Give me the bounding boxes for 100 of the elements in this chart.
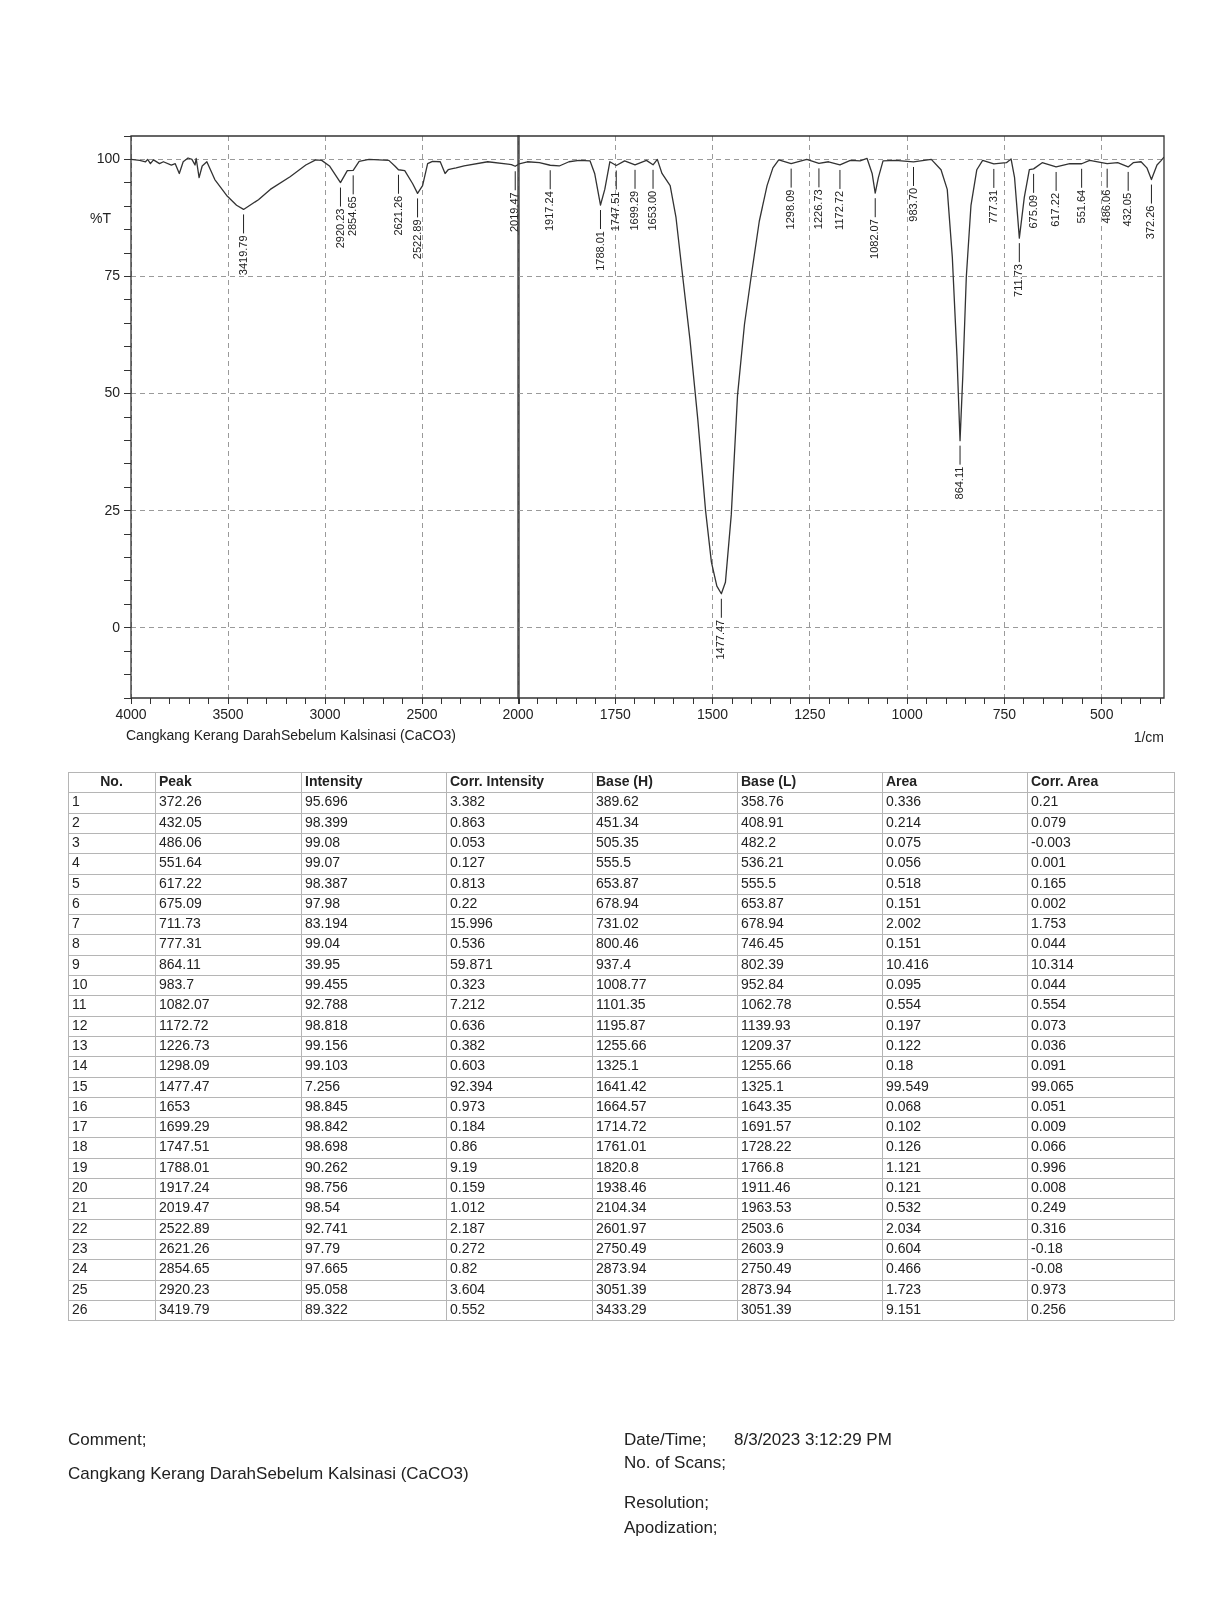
y-tick-label: 25 <box>104 501 121 518</box>
y-tick-label: 22 <box>72 1219 88 1236</box>
data-label: 7.212 <box>450 996 486 1013</box>
annotation: 372.26 <box>1144 205 1157 240</box>
data-label: 2603.9 <box>741 1239 785 1256</box>
data-label: 1209.37 <box>741 1036 792 1053</box>
data-label: 2854.65 <box>159 1260 210 1277</box>
data-label: 92.788 <box>305 996 349 1013</box>
data-label: 0.127 <box>450 854 486 871</box>
data-label: 1.012 <box>450 1199 486 1216</box>
data-label: 678.94 <box>741 915 785 932</box>
data-label: 0.636 <box>450 1016 486 1033</box>
data-label: 2601.97 <box>596 1219 647 1236</box>
data-label: 0.22 <box>450 894 478 911</box>
data-label: 98.845 <box>305 1097 349 1114</box>
annotation: 2854.65 <box>346 196 359 237</box>
data-label: 1325.1 <box>596 1057 640 1074</box>
data-label: 2503.6 <box>741 1219 785 1236</box>
data-label: 0.008 <box>1031 1179 1067 1196</box>
data-label: 1255.66 <box>741 1057 792 1074</box>
data-label: 864.11 <box>159 955 201 972</box>
data-label: 99.07 <box>305 854 341 871</box>
data-label: 451.34 <box>596 813 640 830</box>
annotation: 983.70 <box>906 187 919 222</box>
data-label: 0.197 <box>886 1016 922 1033</box>
x-tick-label: 2500 <box>406 706 438 723</box>
data-label: 98.818 <box>305 1016 349 1033</box>
data-label: 0.323 <box>450 976 486 993</box>
data-label: 0.554 <box>1031 996 1067 1013</box>
y-tick-label: 25 <box>72 1280 88 1297</box>
annotation: 1788.01 <box>593 231 606 271</box>
data-label: 15.996 <box>450 915 494 932</box>
y-tick-label: 7 <box>72 915 80 932</box>
text: Cangkang Kerang DarahSebelum Kalsinasi (CaCO3) <box>68 1464 469 1484</box>
data-label: 0.053 <box>450 833 486 850</box>
y-tick-label: 17 <box>72 1118 88 1135</box>
annotation: 2019.47 <box>508 192 521 233</box>
data-label: 99.103 <box>305 1057 349 1074</box>
data-label: 0.066 <box>1031 1138 1067 1155</box>
data-label: 98.399 <box>305 813 349 830</box>
data-label: 1.723 <box>886 1280 922 1297</box>
data-label: 59.871 <box>450 955 494 972</box>
data-label: 97.98 <box>305 894 341 911</box>
data-label: 983.7 <box>159 976 195 993</box>
y-tick-label: 20 <box>72 1179 88 1196</box>
data-label: 536.21 <box>741 854 785 871</box>
data-label: 95.058 <box>305 1280 349 1297</box>
annotation: 777.31 <box>986 189 999 224</box>
data-label: 1139.93 <box>741 1016 791 1033</box>
x-tick-label: 500 <box>1090 706 1114 723</box>
data-label: 0.316 <box>1031 1219 1067 1236</box>
data-label: 0.466 <box>886 1260 922 1277</box>
x-tick-label: 1500 <box>697 706 729 723</box>
text: Date/Time; <box>624 1430 707 1450</box>
data-label: 0.214 <box>886 813 922 830</box>
data-label: 39.95 <box>305 955 341 972</box>
text: Resolution; <box>624 1493 710 1513</box>
annotation: 2522.89 <box>410 219 423 260</box>
annotation: 1699.29 <box>628 190 641 231</box>
data-label: 0.051 <box>1031 1097 1067 1114</box>
data-label: 675.09 <box>159 894 203 911</box>
data-label: 10.314 <box>1031 955 1075 972</box>
data-label: 3.382 <box>450 793 486 810</box>
data-label: 2750.49 <box>596 1239 647 1256</box>
x-axis-title: 1/cm <box>1133 728 1164 745</box>
data-label: 1101.35 <box>596 996 646 1013</box>
x-tick-label: 1000 <box>891 706 923 723</box>
data-label: 92.741 <box>305 1219 349 1236</box>
data-label: 555.5 <box>596 854 632 871</box>
x-tick-label: Base (H) <box>596 773 653 790</box>
annotation: 675.09 <box>1026 194 1039 229</box>
data-label: 0.184 <box>450 1118 486 1135</box>
y-tick-label: 1 <box>72 793 80 810</box>
data-label: 99.156 <box>305 1036 349 1053</box>
data-label: 1195.87 <box>596 1016 646 1033</box>
y-tick-label: 15 <box>72 1077 88 1094</box>
data-label: 0.532 <box>886 1199 922 1216</box>
data-label: 551.64 <box>159 854 203 871</box>
data-label: 0.102 <box>886 1118 922 1135</box>
data-label: 0.813 <box>450 874 486 891</box>
data-label: 2.034 <box>886 1219 922 1236</box>
y-tick-label: 5 <box>72 874 80 891</box>
data-label: 97.665 <box>305 1260 349 1277</box>
data-label: 358.76 <box>741 793 785 810</box>
data-label: 1325.1 <box>741 1077 785 1094</box>
data-label: 2.187 <box>450 1219 486 1236</box>
data-label: 2104.34 <box>596 1199 647 1216</box>
data-label: 2750.49 <box>741 1260 792 1277</box>
y-tick-label: 14 <box>72 1057 88 1074</box>
data-label: 0.036 <box>1031 1036 1067 1053</box>
data-label: 92.394 <box>450 1077 494 1094</box>
data-label: 99.065 <box>1031 1077 1075 1094</box>
y-tick-label: 100 <box>96 150 121 167</box>
data-label: 1911.46 <box>741 1179 791 1196</box>
y-tick-label: 9 <box>72 955 80 972</box>
y-axis-title: %T <box>90 209 112 226</box>
data-label: 389.62 <box>596 793 640 810</box>
data-label: 432.05 <box>159 813 203 830</box>
data-label: 777.31 <box>159 935 203 952</box>
data-label: 0.18 <box>886 1057 914 1074</box>
